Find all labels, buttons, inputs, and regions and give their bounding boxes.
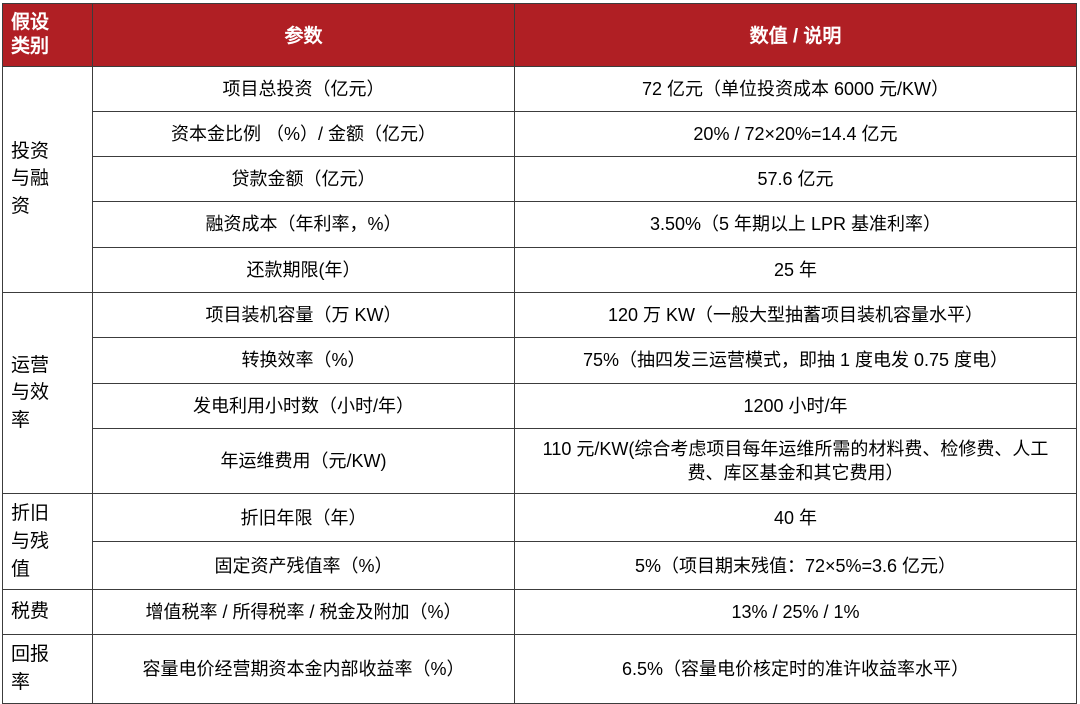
category-cell-operations: 运营 与效 率 (2, 291, 93, 495)
table-row: 投资 与融 资 项目总投资（亿元） 72 亿元（单位投资成本 6000 元/KW… (2, 65, 1077, 293)
param-cell: 容量电价经营期资本金内部收益率（%） (92, 634, 515, 704)
table-row: 运营 与效 率 项目装机容量（万 KW） 120 万 KW（一般大型抽蓄项目装机… (2, 291, 1077, 495)
param-cell: 增值税率 / 所得税率 / 税金及附加（%） (92, 589, 515, 636)
param-cell: 固定资产残值率（%） (92, 541, 515, 591)
value-cell: 5%（项目期末残值：72×5%=3.6 亿元） (514, 541, 1077, 591)
param-cell: 资本金比例 （%）/ 金额（亿元） (92, 110, 515, 158)
table-row: 年运维费用（元/KW) 110 元/KW(综合考虑项目每年运维所需的材料费、检修… (3, 427, 1077, 495)
table-row: 还款期限(年） 25 年 (3, 246, 1077, 293)
value-cell: 6.5%（容量电价核定时的准许收益率水平） (514, 634, 1077, 704)
category-cell-investment: 投资 与融 资 (2, 65, 93, 293)
param-cell: 贷款金额（亿元） (92, 156, 515, 203)
value-cell: 57.6 亿元 (514, 156, 1077, 203)
assumptions-table: 假设 类别 参数 数值 / 说明 投资 与融 资 项目总投资（亿元） 72 亿元… (2, 3, 1077, 704)
header-row: 假设 类别 参数 数值 / 说明 (2, 3, 1077, 67)
table-row: 资本金比例 （%）/ 金额（亿元） 20% / 72×20%=14.4 亿元 (3, 110, 1077, 158)
header-param: 参数 (92, 3, 515, 67)
table-header: 假设 类别 参数 数值 / 说明 (2, 3, 1077, 67)
param-cell: 转换效率（%） (92, 337, 515, 384)
table-body: 投资 与融 资 项目总投资（亿元） 72 亿元（单位投资成本 6000 元/KW… (2, 65, 1077, 704)
value-cell: 40 年 (514, 493, 1077, 543)
param-cell: 融资成本（年利率，%） (92, 201, 515, 248)
category-cell-depreciation: 折旧 与残 值 (2, 493, 93, 591)
param-cell: 还款期限(年） (92, 246, 515, 293)
table-row: 回报 率 容量电价经营期资本金内部收益率（%） 6.5%（容量电价核定时的准许收… (2, 634, 1077, 704)
value-cell: 120 万 KW（一般大型抽蓄项目装机容量水平） (514, 291, 1077, 339)
category-cell-return: 回报 率 (2, 634, 93, 704)
value-cell: 1200 小时/年 (514, 382, 1077, 429)
table-row: 发电利用小时数（小时/年） 1200 小时/年 (3, 382, 1077, 429)
category-cell-tax: 税费 (2, 589, 93, 636)
header-value: 数值 / 说明 (514, 3, 1077, 67)
param-cell: 发电利用小时数（小时/年） (92, 382, 515, 429)
param-cell: 项目总投资（亿元） (92, 65, 515, 112)
param-cell: 折旧年限（年） (92, 493, 515, 543)
table-row: 贷款金额（亿元） 57.6 亿元 (3, 156, 1077, 203)
value-cell: 13% / 25% / 1% (514, 589, 1077, 636)
table-row: 折旧 与残 值 折旧年限（年） 40 年 (2, 493, 1077, 591)
table-row: 固定资产残值率（%） 5%（项目期末残值：72×5%=3.6 亿元） (3, 541, 1077, 591)
param-cell: 项目装机容量（万 KW） (92, 291, 515, 339)
table-row: 转换效率（%） 75%（抽四发三运营模式，即抽 1 度电发 0.75 度电） (3, 337, 1077, 384)
table-row: 融资成本（年利率，%） 3.50%（5 年期以上 LPR 基准利率） (3, 201, 1077, 248)
header-category: 假设 类别 (2, 3, 93, 67)
value-cell: 3.50%（5 年期以上 LPR 基准利率） (514, 201, 1077, 248)
param-cell: 年运维费用（元/KW) (92, 427, 515, 495)
page: 假设 类别 参数 数值 / 说明 投资 与融 资 项目总投资（亿元） 72 亿元… (2, 3, 1077, 704)
table-row: 税费 增值税率 / 所得税率 / 税金及附加（%） 13% / 25% / 1% (2, 589, 1077, 636)
value-cell: 20% / 72×20%=14.4 亿元 (514, 110, 1077, 158)
value-cell: 75%（抽四发三运营模式，即抽 1 度电发 0.75 度电） (514, 337, 1077, 384)
value-cell: 25 年 (514, 246, 1077, 293)
value-cell: 110 元/KW(综合考虑项目每年运维所需的材料费、检修费、人工费、库区基金和其… (514, 427, 1077, 495)
value-cell: 72 亿元（单位投资成本 6000 元/KW） (514, 65, 1077, 112)
